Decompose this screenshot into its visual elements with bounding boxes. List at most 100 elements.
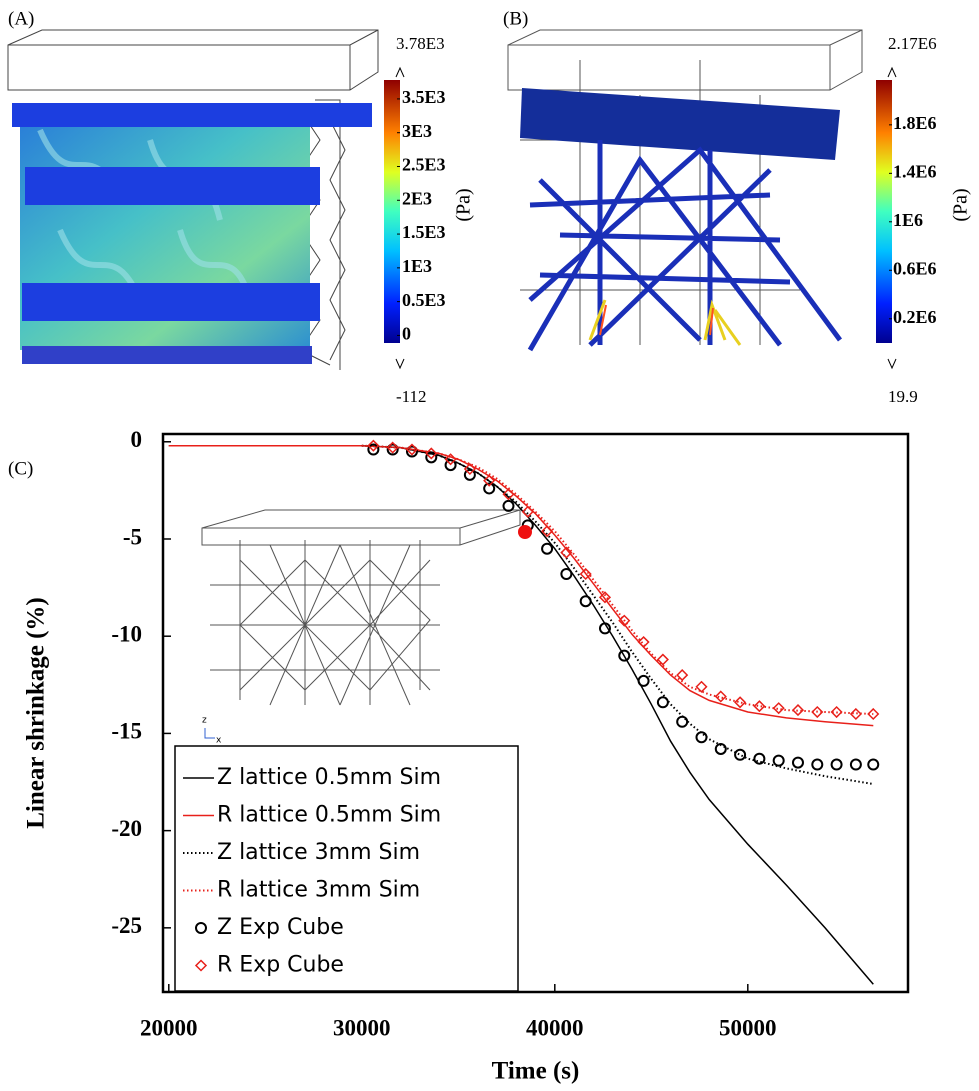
colorbar-max-label: 2.17E6 [888, 34, 937, 53]
data-point [714, 690, 727, 703]
legend-marker [194, 959, 208, 972]
colorbar-tick-label: 1E3 [402, 256, 432, 276]
colorbar-tick-label: 2.5E3 [402, 155, 446, 175]
data-point [579, 595, 592, 608]
colorbar-tick-label: 0.6E6 [893, 258, 937, 278]
data-point [405, 443, 419, 456]
data-point [695, 680, 708, 693]
data-point [367, 443, 380, 456]
data-point [791, 756, 804, 769]
data-point [656, 653, 669, 666]
data-point [521, 505, 534, 518]
y-tick-label: -10 [111, 621, 142, 646]
data-point [867, 707, 880, 721]
inset-axis-label: z [202, 716, 207, 726]
data-point [753, 700, 766, 713]
data-point [849, 707, 862, 721]
data-point [867, 758, 880, 771]
x-tick-label: 20000 [140, 1015, 198, 1040]
colorbar-tick-label: 1.5E3 [402, 222, 446, 242]
data-point [676, 715, 689, 728]
y-tick-label: 0 [131, 427, 143, 452]
data-line [168, 444, 874, 727]
legend-label: R lattice 3mm Sim [217, 878, 420, 903]
legend-label: Z Exp Cube [217, 915, 344, 940]
data-point [734, 696, 747, 709]
data-point [830, 705, 843, 719]
colorbar-unit: (Pa) [453, 188, 475, 221]
panel-b-render [507, 29, 863, 352]
data-point [618, 649, 631, 662]
data-point [560, 567, 573, 580]
colorbar-tick-label: 0.5E3 [402, 290, 446, 310]
panel-label: (B) [503, 8, 528, 29]
data-point [425, 451, 438, 464]
colorbar-tick-label: 1.8E6 [893, 113, 937, 133]
data-point [386, 443, 399, 456]
data-point [541, 542, 554, 555]
data-point [849, 758, 862, 771]
colorbar-tick-label: 0.2E6 [893, 307, 937, 327]
data-point [405, 445, 418, 458]
data-point [656, 696, 669, 709]
colorbar-max-label: 3.78E3 [396, 34, 445, 53]
panel-label: (A) [8, 8, 34, 29]
legend-label: Z lattice 3mm Sim [217, 840, 420, 865]
data-point [637, 635, 650, 649]
colorbar [384, 80, 400, 343]
colorbar-unit: (Pa) [950, 188, 972, 221]
data-point [483, 474, 496, 487]
legend-label: R lattice 0.5mm Sim [217, 803, 441, 828]
colorbar-tick-label: 3E3 [402, 121, 432, 141]
data-point [541, 525, 554, 538]
data-point [637, 674, 650, 687]
data-point [483, 482, 496, 495]
data-point [830, 758, 843, 771]
panel-label: (C) [8, 458, 33, 479]
legend-label: R Exp Cube [217, 953, 344, 978]
y-axis-label: Linear shrinkage (%) [23, 597, 50, 829]
data-point [695, 731, 708, 744]
inset-highlight [518, 525, 532, 539]
data-point [772, 754, 785, 767]
colorbar-min-arrow [887, 358, 897, 370]
data-point [463, 462, 476, 476]
panel-a-render [7, 29, 379, 370]
data-point [598, 591, 612, 604]
colorbar-min-label: 19.9 [888, 387, 918, 406]
data-point [676, 669, 689, 682]
data-point [560, 546, 573, 559]
legend-label: Z lattice 0.5mm Sim [217, 765, 441, 790]
y-tick-label: -5 [123, 524, 142, 549]
colorbar-tick-label: 1.4E6 [893, 161, 937, 181]
plot-frame [161, 432, 910, 994]
colorbar-tick-label: 1E6 [893, 210, 923, 230]
y-tick-label: -20 [111, 816, 142, 841]
legend-marker [195, 922, 207, 934]
x-tick-label: 50000 [719, 1015, 777, 1040]
colorbar-max-arrow [887, 66, 897, 78]
colorbar-tick-label: 2E3 [402, 188, 432, 208]
colorbar-min-arrow [395, 358, 405, 370]
data-point [463, 468, 476, 481]
data-point [714, 742, 727, 755]
data-point [444, 453, 457, 466]
x-axis-label: Time (s) [492, 1058, 580, 1085]
colorbar-tick-label: 0 [402, 324, 411, 344]
data-point [386, 441, 399, 454]
colorbar-tick-label: 3.5E3 [402, 87, 446, 107]
data-point [734, 748, 747, 761]
inset-lattice [201, 509, 521, 739]
data-point [598, 622, 611, 635]
data-point [618, 614, 631, 627]
y-tick-label: -25 [111, 913, 142, 938]
data-point [811, 705, 824, 719]
colorbar-min-label: -112 [396, 387, 427, 406]
data-point [502, 488, 515, 501]
colorbar [876, 80, 892, 343]
data-point [367, 439, 380, 452]
data-point [425, 447, 438, 460]
data-line [361, 444, 874, 715]
data-point [791, 704, 805, 717]
